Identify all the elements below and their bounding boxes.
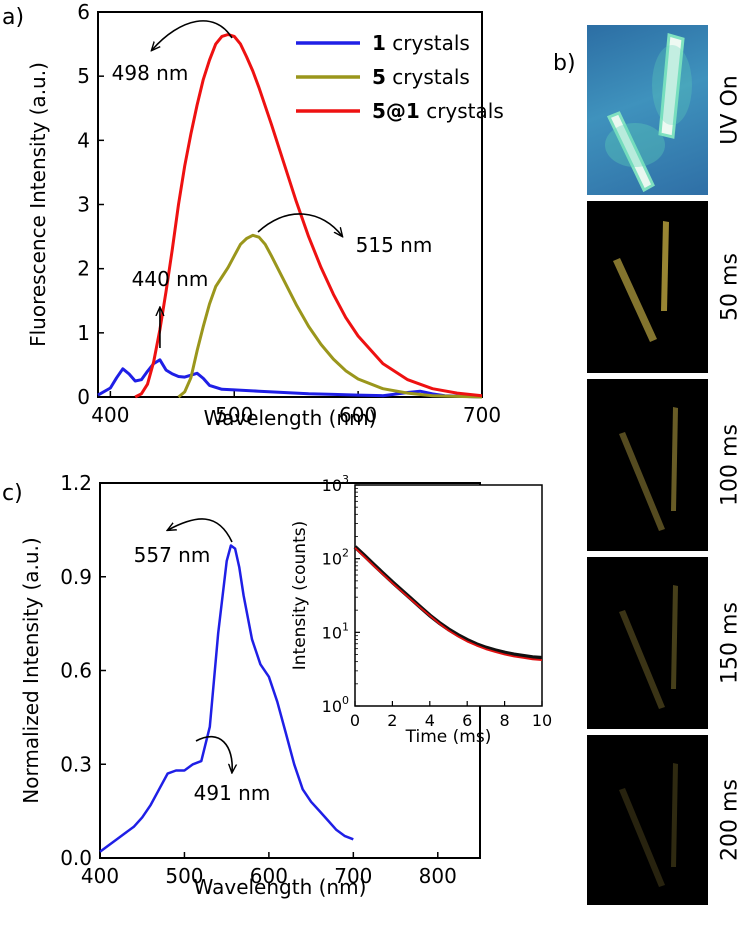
y-tick-label: 0.3 <box>60 752 92 776</box>
x-tick-label: 500 <box>165 864 203 888</box>
peak-annotation: 557 nm <box>134 543 211 567</box>
photo-200ms <box>587 735 708 905</box>
x-tick-label: 4 <box>425 711 435 730</box>
legend-entry: 5 crystals <box>372 65 470 89</box>
x-tick-label: 400 <box>81 864 119 888</box>
y-tick-label: 103 <box>322 473 349 495</box>
annotation-arrow <box>257 213 342 236</box>
y-tick-label: 101 <box>322 620 349 642</box>
peak-annotation: 498 nm <box>112 61 189 85</box>
peak-annotation: 515 nm <box>356 233 433 257</box>
legend-entry: 5@1 crystals <box>372 99 504 123</box>
y-tick-label: 0.0 <box>60 846 92 870</box>
photo-label-200ms: 200 ms <box>717 779 743 861</box>
photo-label-50ms: 50 ms <box>717 253 743 321</box>
crystal-image <box>619 407 678 531</box>
photo-50ms <box>587 201 708 373</box>
photo-label-150ms: 150 ms <box>717 602 743 684</box>
y-tick-label: 5 <box>77 64 90 88</box>
annotation-arrow <box>168 518 233 543</box>
y-tick-label: 6 <box>77 0 90 24</box>
photo-150ms <box>587 557 708 729</box>
x-axis-label: Wavelength (nm) <box>204 406 377 430</box>
x-tick-label: 800 <box>419 864 457 888</box>
peak-annotation: 440 nm <box>132 267 209 291</box>
chart-c-inset: 0 2 4 6 8 10 100 101 102 103 Time (ms) Intensity (c… <box>290 473 552 747</box>
y-tick-label: 102 <box>322 547 349 569</box>
y-axis-label: Fluorescence Intensity (a.u.) <box>26 62 50 347</box>
y-tick-label: 100 <box>322 694 349 716</box>
crystal-image <box>619 763 678 887</box>
annotation-arrow <box>152 20 233 50</box>
x-tick-label: 8 <box>500 711 510 730</box>
y-tick-label: 4 <box>77 128 90 152</box>
series-line-1 <box>99 544 354 853</box>
x-tick-label: 700 <box>334 864 372 888</box>
x-tick-label: 2 <box>387 711 397 730</box>
panel-label-a: a) <box>2 5 24 30</box>
x-tick-label: 600 <box>250 864 288 888</box>
series-line-1 <box>97 358 483 399</box>
x-tick-label: 0 <box>350 711 360 730</box>
photo-100ms <box>587 379 708 551</box>
panel-label-b: b) <box>553 51 576 76</box>
x-tick-label: 700 <box>463 403 501 427</box>
photo-uv-on <box>587 25 708 195</box>
crystal-image <box>613 221 669 342</box>
photo-label-uv-on: UV On <box>717 75 743 145</box>
y-tick-label: 3 <box>77 193 90 217</box>
inset-frame <box>354 484 543 707</box>
chart-c: 400 500 600 700 800 0.0 0.3 0.6 0.9 1.2 Wavelength… <box>19 471 481 899</box>
legend-entry: 1 crystals <box>372 31 470 55</box>
chart-a: 400 500 600 700 0 1 2 3 4 5 6 Wavelength (nm) Fluore… <box>26 0 504 430</box>
crystal-image <box>619 585 678 709</box>
y-tick-label: 0.9 <box>60 565 92 589</box>
inset-series-line-2 <box>354 547 543 661</box>
annotation-arrow <box>195 735 232 772</box>
x-tick-label: 6 <box>462 711 472 730</box>
panel-label-c: c) <box>2 481 23 506</box>
peak-annotation: 491 nm <box>194 781 271 805</box>
x-axis-label: Wavelength (nm) <box>194 875 367 899</box>
x-tick-label: 600 <box>339 403 377 427</box>
photo-label-100ms: 100 ms <box>717 424 743 506</box>
y-tick-label: 2 <box>77 257 90 281</box>
y-tick-label: 0 <box>77 385 90 409</box>
y-tick-label: 1.2 <box>60 471 92 495</box>
x-axis-label: Time (ms) <box>405 727 492 747</box>
x-tick-label: 10 <box>532 711 552 730</box>
series-line-3 <box>134 33 483 399</box>
y-tick-label: 0.6 <box>60 659 92 683</box>
x-tick-label: 500 <box>215 403 253 427</box>
series-line-2 <box>177 233 483 399</box>
y-axis-label: Intensity (counts) <box>290 521 310 670</box>
x-tick-label: 400 <box>91 403 129 427</box>
crystal-image <box>605 33 692 193</box>
y-tick-label: 1 <box>77 321 90 345</box>
y-axis-label: Normalized Intensity (a.u.) <box>19 537 43 803</box>
